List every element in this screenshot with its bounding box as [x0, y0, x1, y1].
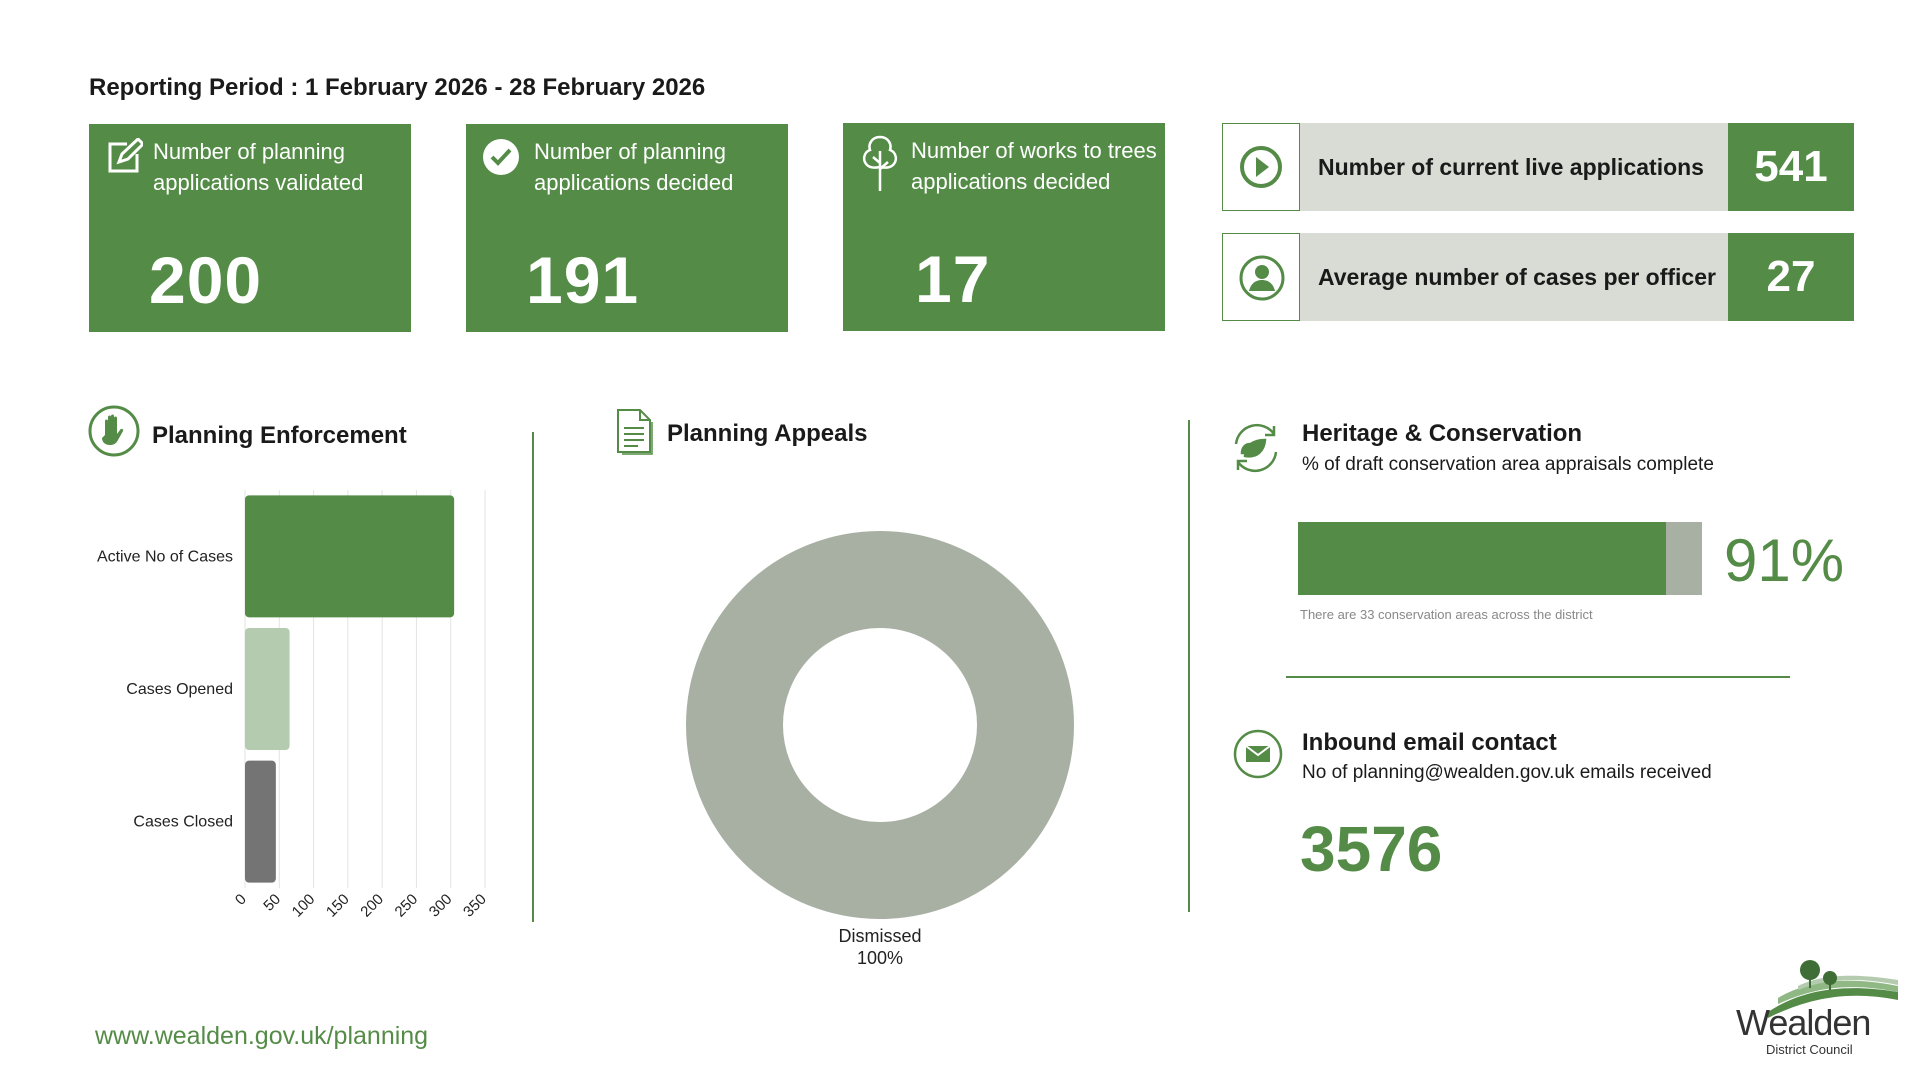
leaf-recycle-icon — [1228, 420, 1284, 481]
play-circle-icon — [1240, 146, 1282, 188]
slice-label: Dismissed — [838, 926, 921, 946]
bar — [245, 628, 290, 750]
email-value: 3576 — [1300, 813, 1443, 885]
donut-slice — [686, 531, 1074, 919]
hand-stop-icon — [88, 405, 140, 462]
x-tick-label: 250 — [392, 891, 422, 921]
bar — [245, 760, 276, 883]
email-subtitle: No of planning@wealden.gov.uk emails rec… — [1302, 762, 1712, 783]
logo-sub: District Council — [1766, 1042, 1853, 1057]
heritage-subtitle: % of draft conservation area appraisals … — [1302, 454, 1714, 475]
stat-label: Number of current live applications — [1300, 123, 1728, 211]
stat-live-applications: Number of current live applications 541 — [1222, 123, 1854, 211]
logo-hills-trees-icon — [1768, 960, 1898, 1018]
edit-square-icon — [105, 136, 146, 176]
envelope-icon — [1232, 728, 1284, 785]
heritage-note: There are 33 conservation areas across t… — [1300, 607, 1593, 622]
x-tick-label: 200 — [357, 891, 387, 921]
kpi-trees: Number of works to trees applications de… — [843, 123, 1165, 331]
kpi-label: Number of works to trees applications de… — [911, 138, 1157, 194]
logo-name: Wealden — [1736, 1002, 1871, 1043]
heritage-title: Heritage & Conservation — [1302, 420, 1583, 447]
heritage-progress-bar — [1298, 522, 1702, 595]
kpi-label: Number of planning applications decided — [534, 139, 734, 195]
x-tick-label: 300 — [426, 891, 456, 921]
check-circle-icon — [482, 138, 520, 176]
kpi-value: 191 — [526, 243, 640, 317]
y-category-label: Cases Opened — [126, 681, 233, 698]
kpi-value: 17 — [915, 242, 991, 316]
x-tick-label: 350 — [460, 891, 490, 921]
stat-value: 541 — [1728, 123, 1854, 211]
x-tick-label: 150 — [323, 891, 353, 921]
appeals-title: Planning Appeals — [667, 420, 868, 447]
stat-value: 27 — [1728, 233, 1854, 321]
bar — [245, 495, 455, 618]
y-category-label: Active No of Cases — [97, 548, 233, 565]
enforcement-title: Planning Enforcement — [152, 422, 407, 449]
slice-value-label: 100% — [857, 948, 903, 968]
divider — [1188, 420, 1190, 912]
kpi-value: 200 — [149, 243, 263, 317]
kpi-label: Number of planning applications validate… — [153, 139, 364, 195]
enforcement-bar-chart: 0 50 100 150 200 250 300 350 Active No of Cases C… — [97, 490, 490, 921]
kpi-decided: Number of planning applications decided … — [466, 124, 788, 332]
x-tick-label: 0 — [232, 891, 250, 909]
x-tick-label: 50 — [260, 891, 284, 915]
divider — [532, 432, 534, 922]
tree-icon — [859, 133, 901, 193]
heritage-progress-fill — [1298, 522, 1666, 595]
divider — [1286, 676, 1790, 678]
user-circle-icon — [1239, 255, 1285, 301]
wealden-logo: Wealden District Council — [1736, 958, 1906, 1058]
kpi-validated: Number of planning applications validate… — [89, 124, 411, 332]
x-tick-label: 100 — [289, 891, 319, 921]
document-icon — [614, 406, 654, 461]
y-category-label: Cases Closed — [133, 814, 233, 831]
reporting-period: Reporting Period : 1 February 2026 - 28 … — [89, 74, 706, 101]
heritage-percent: 91% — [1724, 527, 1845, 594]
stat-cases-per-officer: Average number of cases per officer 27 — [1222, 233, 1854, 321]
stat-label: Average number of cases per officer — [1300, 233, 1728, 321]
footer-url-link[interactable]: www.wealden.gov.uk/planning — [95, 1022, 429, 1050]
email-title: Inbound email contact — [1302, 729, 1557, 756]
